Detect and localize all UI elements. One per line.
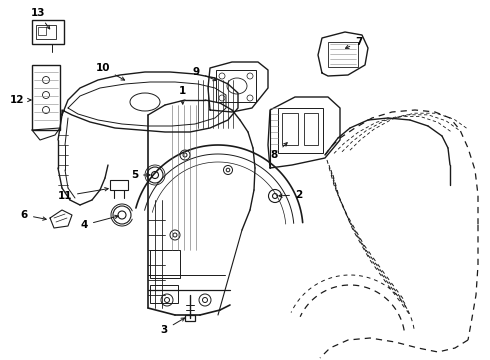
Text: 9: 9	[193, 67, 217, 81]
Bar	[150, 250, 180, 278]
Text: 6: 6	[21, 210, 46, 220]
Text: 11: 11	[57, 188, 108, 201]
Bar	[216, 70, 256, 102]
Text: 8: 8	[271, 143, 287, 160]
Bar	[278, 108, 323, 153]
Text: 1: 1	[178, 86, 186, 104]
Bar	[32, 65, 60, 130]
Text: 2: 2	[279, 190, 302, 200]
Text: 4: 4	[81, 215, 118, 230]
Bar	[32, 20, 64, 44]
Bar	[36, 25, 56, 39]
Bar	[150, 285, 178, 303]
Text: 5: 5	[131, 170, 150, 180]
Bar	[328, 42, 358, 67]
Text: 12: 12	[10, 95, 31, 105]
Bar	[185, 315, 195, 321]
Bar	[38, 27, 46, 35]
Text: 3: 3	[161, 318, 185, 335]
Text: 10: 10	[96, 63, 124, 80]
Text: 13: 13	[31, 8, 49, 29]
Bar	[304, 113, 318, 145]
Bar	[282, 113, 298, 145]
Bar	[110, 180, 128, 190]
Text: 7: 7	[345, 37, 363, 48]
